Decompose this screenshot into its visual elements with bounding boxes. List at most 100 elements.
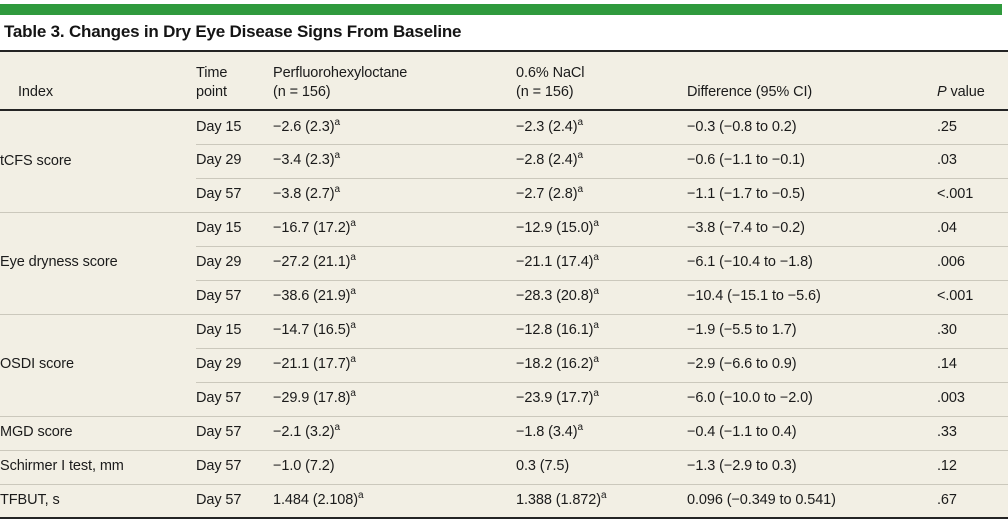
time-point-cell: Day 15 [196,118,242,135]
nacl-cell: −28.3 (20.8)a [516,279,687,314]
footnote-marker: a [334,422,340,434]
difference-cell: −1.3 (−2.9 to 0.3) [687,449,937,484]
p-value-cell: .67 [937,483,1008,518]
data-table: Index Time point Perfluorohexyloctane (n = 1… [0,50,1008,519]
pfho-cell: −16.7 (17.2)a [273,211,516,246]
footnote-marker: a [350,320,356,332]
pfho-cell: −3.4 (2.3)a [273,143,516,178]
footnote-marker: a [600,490,607,502]
difference-cell: −6.0 (−10.0 to −2.0) [687,381,937,416]
footnote-marker: a [593,286,599,298]
table-row: OSDI score Day 15 −14.7 (16.5)a −12.8 (16.1… [0,313,1008,416]
pfho-cell: −27.2 (21.1)a [273,245,516,280]
time-point-cell: Day 57 [196,449,273,484]
table-title: Table 3. Changes in Dry Eye Disease Sign… [4,22,462,41]
footnote-marker: a [357,490,364,502]
pfho-cell: −3.8 (2.7)a [273,177,516,212]
p-value-cell: .25 [937,118,957,135]
nacl-cell: −12.9 (15.0)a [516,211,687,246]
index-cell: Eye dryness score [0,211,196,314]
footnote-marker: a [350,286,356,298]
column-header-p-value: P value [937,51,1008,111]
column-header-time-point: Time point [196,51,273,111]
p-value-cell: .03 [937,143,1008,178]
nacl-cell: −18.2 (16.2)a [516,347,687,382]
table-row: Schirmer I test, mm Day 57 −1.0 (7.2) 0.3 (… [0,449,1008,484]
table-row: MGD score Day 57 −2.1 (3.2)a −1.8 (3.4)a −0.… [0,415,1008,450]
nacl-cell: 0.3 (7.5) [516,449,687,484]
index-cell: tCFS score [0,152,72,169]
table-row: Day 57 −38.6 (21.9)a −28.3 (20.8)a −10.4 (−… [0,279,1008,314]
column-header-pfho: Perfluorohexyloctane (n = 156) [273,51,516,111]
pfho-cell: 1.484 (2.108)a [273,483,516,518]
difference-cell: −6.1 (−10.4 to −1.8) [687,245,937,280]
header-row: Index Time point Perfluorohexyloctane (n = 1… [0,51,1008,111]
nacl-cell: −21.1 (17.4)a [516,245,687,280]
footnote-marker: a [577,116,583,128]
p-value-cell: .003 [937,381,1008,416]
footnote-marker: a [593,354,599,366]
difference-cell: −2.9 (−6.6 to 0.9) [687,347,937,382]
footnote-marker: a [577,184,583,196]
p-value-cell: .12 [937,449,1008,484]
footnote-marker: a [593,320,599,332]
index-cell: MGD score [0,415,196,450]
p-value-cell: .30 [937,313,1008,348]
footnote-marker: a [577,150,583,162]
pfho-cell: −38.6 (21.9)a [273,279,516,314]
table-body: tCFS score Day 15 −2.6 (2.3)a −2.3 (2.4)a −0… [0,110,1008,518]
footnote-marker: a [593,252,599,264]
footnote-marker: a [350,252,356,264]
p-value-cell: .006 [937,245,1008,280]
time-point-cell: Day 29 [196,347,273,382]
nacl-cell: −2.3 (2.4)a [516,116,583,135]
p-value-cell: .14 [937,347,1008,382]
footnote-marker: a [350,354,356,366]
footnote-marker: a [334,184,340,196]
difference-cell: −0.3 (−0.8 to 0.2) [687,118,797,135]
pfho-cell: −29.9 (17.8)a [273,381,516,416]
index-cell: TFBUT, s [0,483,196,518]
accent-bar [0,4,1002,15]
footnote-marker: a [577,422,583,434]
p-value-cell: .33 [937,415,1008,450]
time-point-cell: Day 29 [196,245,273,280]
table-row: Day 29 −27.2 (21.1)a −21.1 (17.4)a −6.1 (−1… [0,245,1008,280]
table-row: tCFS score Day 15 −2.6 (2.3)a −2.3 (2.4)a −0… [0,110,1008,168]
nacl-cell: −2.7 (2.8)a [516,177,687,212]
nacl-cell: −2.8 (2.4)a [516,143,687,178]
table-row: TFBUT, s Day 57 1.484 (2.108)a 1.388 (1.872… [0,483,1008,518]
difference-cell: −0.4 (−1.1 to 0.4) [687,415,937,450]
time-point-cell: Day 57 [196,177,273,212]
p-value-cell: .04 [937,211,1008,246]
nacl-cell: 1.388 (1.872)a [516,483,687,518]
footnote-marker: a [593,388,599,400]
index-cell: OSDI score [0,313,196,416]
time-point-cell: Day 57 [196,415,273,450]
column-header-difference: Difference (95% CI) [687,51,937,111]
table-row: Day 29 −3.4 (2.3)a −2.8 (2.4)a −0.6 (−1.1 t… [0,143,1008,178]
pfho-cell: −21.1 (17.7)a [273,347,516,382]
pfho-cell: −14.7 (16.5)a [273,313,516,348]
table-row: Day 57 −29.9 (17.8)a −23.9 (17.7)a −6.0 (−1… [0,381,1008,416]
footnote-marker: a [334,116,340,128]
time-point-cell: Day 29 [196,143,273,178]
footnote-marker: a [350,388,356,400]
table-figure: Table 3. Changes in Dry Eye Disease Sign… [0,4,1008,519]
difference-cell: −3.8 (−7.4 to −0.2) [687,211,937,246]
table-row: Eye dryness score Day 15 −16.7 (17.2)a −12.… [0,211,1008,314]
pfho-cell: −2.1 (3.2)a [273,415,516,450]
time-point-cell: Day 57 [196,483,273,518]
table-row: Day 57 −3.8 (2.7)a −2.7 (2.8)a −1.1 (−1.7 t… [0,177,1008,212]
nacl-cell: −23.9 (17.7)a [516,381,687,416]
column-header-nacl: 0.6% NaCl (n = 156) [516,51,687,111]
pfho-cell: −1.0 (7.2) [273,449,516,484]
time-point-cell: Day 15 [196,313,273,348]
index-cell: Schirmer I test, mm [0,449,196,484]
difference-cell: 0.096 (−0.349 to 0.541) [687,483,937,518]
column-header-index: Index [0,51,196,111]
nacl-cell: −12.8 (16.1)a [516,313,687,348]
nacl-cell: −1.8 (3.4)a [516,415,687,450]
time-point-cell: Day 15 [196,211,273,246]
p-value-cell: <.001 [937,279,1008,314]
